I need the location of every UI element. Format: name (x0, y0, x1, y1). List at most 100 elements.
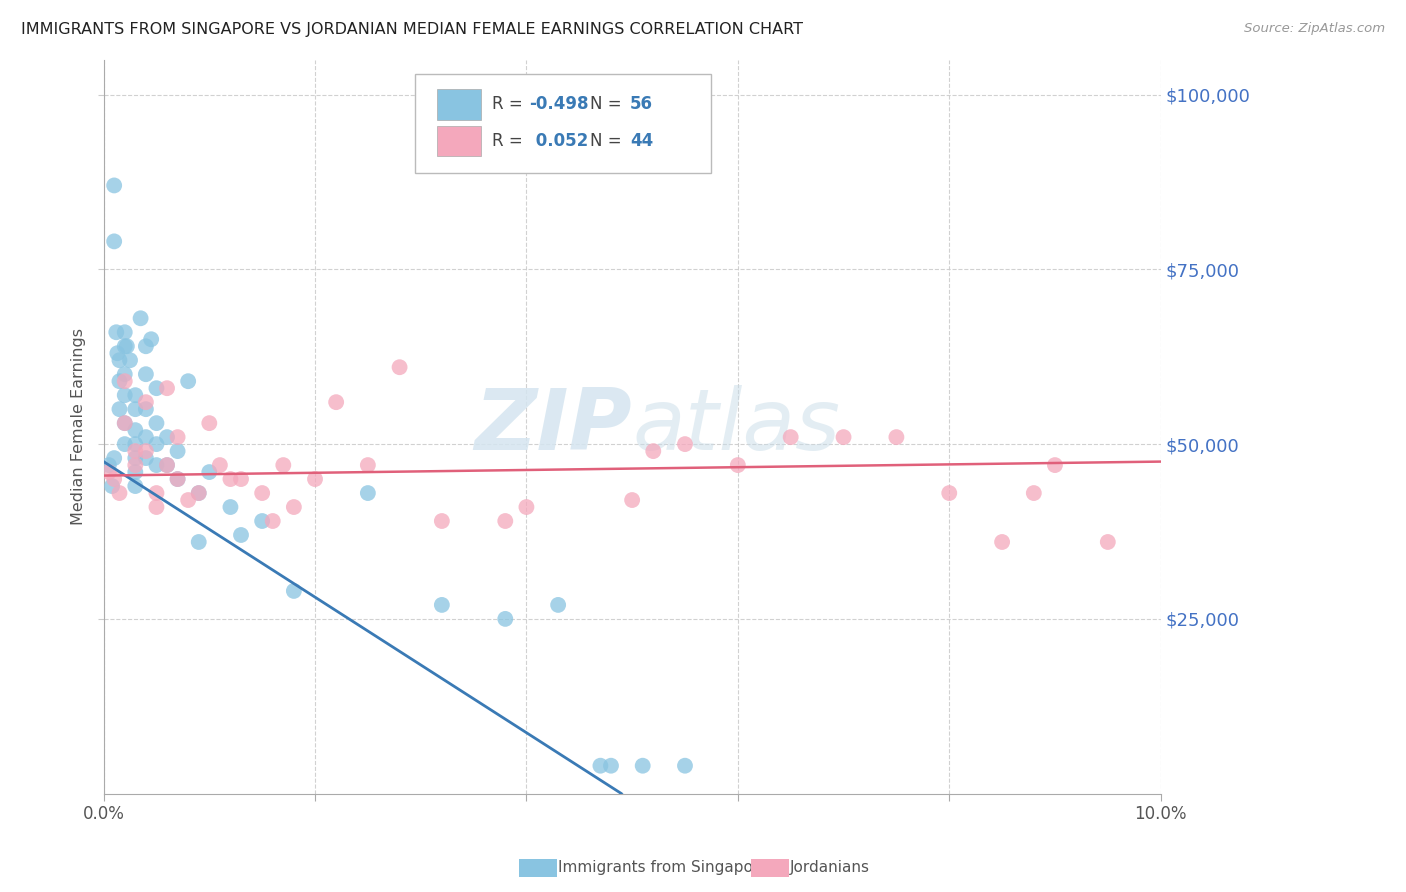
Point (135, 402, 157, 417)
Text: Immigrants from Singapore: Immigrants from Singapore (558, 861, 769, 875)
Point (166, 430, 188, 444)
Point (886, 430, 908, 444)
Point (129, 311, 152, 326)
Point (105, 346, 128, 360)
Point (198, 416, 221, 430)
Point (97, 465, 120, 479)
Point (108, 402, 131, 417)
Point (101, 479, 124, 493)
Point (108, 353, 131, 368)
Point (229, 472, 252, 486)
Point (166, 472, 188, 486)
Point (187, 486, 209, 500)
Point (114, 437, 136, 451)
Text: Source: ZipAtlas.com: Source: ZipAtlas.com (1244, 22, 1385, 36)
Point (643, 444, 665, 458)
Text: 44: 44 (630, 132, 654, 150)
Point (124, 437, 146, 451)
Point (177, 374, 200, 388)
Point (124, 388, 146, 402)
Point (135, 339, 157, 353)
Text: ZIP: ZIP (474, 385, 633, 468)
Point (219, 500, 242, 514)
Point (124, 444, 146, 458)
Point (105, 325, 128, 339)
Point (283, 583, 305, 598)
Point (262, 514, 284, 528)
Point (430, 514, 453, 528)
Point (145, 458, 167, 472)
Point (832, 430, 855, 444)
Point (156, 458, 179, 472)
Point (114, 325, 136, 339)
Point (135, 451, 157, 466)
Point (145, 381, 167, 395)
Point (250, 486, 273, 500)
Text: Jordanians: Jordanians (790, 861, 870, 875)
Point (108, 486, 131, 500)
Point (1043, 458, 1066, 472)
Point (219, 472, 242, 486)
Point (135, 444, 157, 458)
Point (187, 535, 209, 549)
Point (271, 458, 294, 472)
Point (547, 598, 569, 612)
Point (938, 486, 960, 500)
Point (430, 598, 453, 612)
Point (124, 465, 146, 479)
Point (494, 612, 516, 626)
Text: atlas: atlas (633, 385, 841, 468)
Text: R =: R = (492, 132, 527, 150)
Point (141, 332, 163, 346)
Point (103, 235, 125, 249)
Text: N =: N = (591, 132, 627, 150)
Point (156, 430, 179, 444)
Point (631, 758, 654, 772)
Point (108, 374, 131, 388)
Y-axis label: Median Female Earnings: Median Female Earnings (72, 328, 86, 525)
Point (124, 402, 146, 417)
Point (229, 528, 252, 542)
Point (135, 430, 157, 444)
Point (124, 458, 146, 472)
Point (779, 430, 801, 444)
Text: R =: R = (492, 95, 527, 113)
Point (208, 458, 231, 472)
Point (673, 437, 696, 451)
Point (156, 381, 179, 395)
Point (357, 458, 380, 472)
Point (166, 472, 188, 486)
Point (103, 178, 125, 193)
Point (166, 444, 188, 458)
Point (991, 535, 1014, 549)
Point (177, 493, 200, 508)
Point (97, 458, 120, 472)
Point (325, 395, 347, 409)
Point (118, 353, 141, 368)
Point (124, 479, 146, 493)
Point (727, 458, 749, 472)
Point (357, 486, 380, 500)
Point (124, 451, 146, 466)
Text: 0.052: 0.052 (530, 132, 588, 150)
Point (156, 458, 179, 472)
FancyBboxPatch shape (437, 89, 481, 120)
Point (124, 423, 146, 437)
Point (1097, 535, 1119, 549)
Text: IMMIGRANTS FROM SINGAPORE VS JORDANIAN MEDIAN FEMALE EARNINGS CORRELATION CHART: IMMIGRANTS FROM SINGAPORE VS JORDANIAN M… (21, 22, 803, 37)
Point (115, 339, 138, 353)
Point (145, 437, 167, 451)
Point (283, 500, 305, 514)
Point (304, 472, 326, 486)
Point (114, 416, 136, 430)
FancyBboxPatch shape (415, 74, 711, 173)
Point (114, 416, 136, 430)
Point (250, 514, 273, 528)
Point (103, 451, 125, 466)
Point (198, 465, 221, 479)
FancyBboxPatch shape (437, 126, 481, 156)
Point (589, 758, 612, 772)
Point (187, 486, 209, 500)
Point (114, 374, 136, 388)
Point (145, 500, 167, 514)
